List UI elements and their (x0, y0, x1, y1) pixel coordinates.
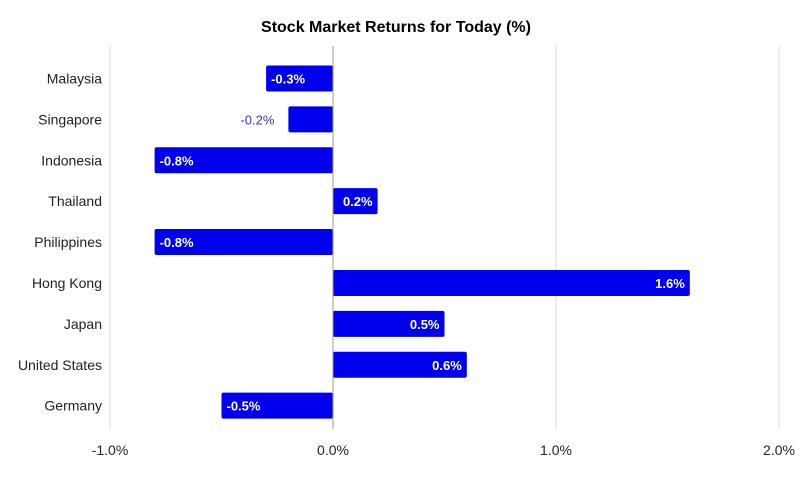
data-label: 0.6% (432, 358, 462, 373)
category-label: Japan (64, 316, 102, 332)
x-tick-label: 1.0% (540, 442, 572, 458)
category-label: Hong Kong (32, 275, 102, 291)
x-tick-labels: -1.0% 0.0% 1.0% 2.0% (92, 442, 795, 458)
category-label: Thailand (48, 193, 102, 209)
bar (288, 106, 333, 133)
x-tick-label: 0.0% (317, 442, 349, 458)
data-label: -0.3% (271, 71, 305, 86)
x-tick-label: -1.0% (92, 442, 129, 458)
category-labels: Malaysia Singapore Indonesia Thailand Philip… (18, 70, 102, 413)
category-label: Indonesia (41, 152, 102, 168)
bars: -0.3% -0.2% -0.8% 0.2% -0.8% 1.6% 0.5% 0.6% -0.5… (154, 65, 690, 419)
bar (221, 392, 333, 419)
bar (333, 188, 378, 215)
data-label: 0.5% (410, 317, 440, 332)
data-label: -0.8% (160, 235, 194, 250)
bar (333, 310, 445, 337)
data-label: 1.6% (655, 276, 685, 291)
gridlines (109, 46, 780, 430)
bar (154, 229, 333, 256)
bar (333, 269, 690, 296)
bar (333, 351, 467, 378)
data-label: -0.5% (227, 399, 261, 414)
category-label: United States (18, 357, 102, 373)
data-label: -0.8% (160, 153, 194, 168)
chart-title: Stock Market Returns for Today (%) (261, 19, 531, 36)
bar (266, 65, 333, 92)
x-tick-label: 2.0% (763, 442, 795, 458)
bar (154, 147, 333, 174)
category-label: Malaysia (47, 70, 102, 86)
category-label: Germany (44, 398, 102, 414)
data-label: -0.2% (240, 112, 274, 127)
data-label: 0.2% (343, 194, 373, 209)
category-label: Philippines (34, 234, 102, 250)
category-label: Singapore (38, 111, 102, 127)
